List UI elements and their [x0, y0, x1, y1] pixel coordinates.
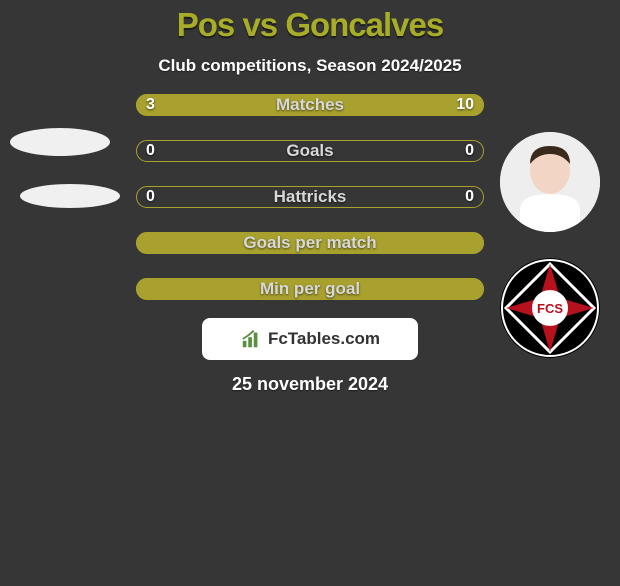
footer-source-badge: FcTables.com — [202, 318, 418, 360]
club-right-badge-svg: FCS — [500, 258, 600, 358]
stat-bar-label: Goals per match — [136, 232, 484, 254]
stat-bar-right-value: 0 — [465, 186, 474, 208]
club-right-badge: FCS — [500, 258, 600, 358]
subtitle: Club competitions, Season 2024/2025 — [0, 56, 620, 76]
player-right-avatar-svg — [500, 132, 600, 232]
stat-bar-label: Matches — [136, 94, 484, 116]
chart-icon — [240, 328, 262, 350]
footer-source-text: FcTables.com — [268, 329, 380, 349]
stat-bar-left-value: 0 — [146, 186, 155, 208]
stat-bar-right-value: 0 — [465, 140, 474, 162]
stat-bar-row: Hattricks0 0 — [136, 186, 484, 208]
date-text: 25 november 2024 — [0, 374, 620, 395]
stat-bar-label: Hattricks — [136, 186, 484, 208]
player-left-avatar-placeholder-1 — [10, 128, 110, 156]
player-right-avatar — [500, 132, 600, 232]
stat-bar-label: Min per goal — [136, 278, 484, 300]
stat-bar-right-value: 10 — [456, 94, 474, 116]
stat-bar-row: Min per goal — [136, 278, 484, 300]
stat-bar-row: Goals0 0 — [136, 140, 484, 162]
stat-bar-row: Matches3 10 — [136, 94, 484, 116]
stat-bar-row: Goals per match — [136, 232, 484, 254]
svg-text:FCS: FCS — [537, 301, 563, 316]
stat-bar-label: Goals — [136, 140, 484, 162]
page-title: Pos vs Goncalves — [0, 6, 620, 44]
stat-bar-left-value: 3 — [146, 94, 155, 116]
player-left-avatar-placeholder-2 — [20, 184, 120, 208]
stat-bars: Matches310Goals00Hattricks00Goals per ma… — [136, 94, 484, 300]
stat-bar-left-value: 0 — [146, 140, 155, 162]
